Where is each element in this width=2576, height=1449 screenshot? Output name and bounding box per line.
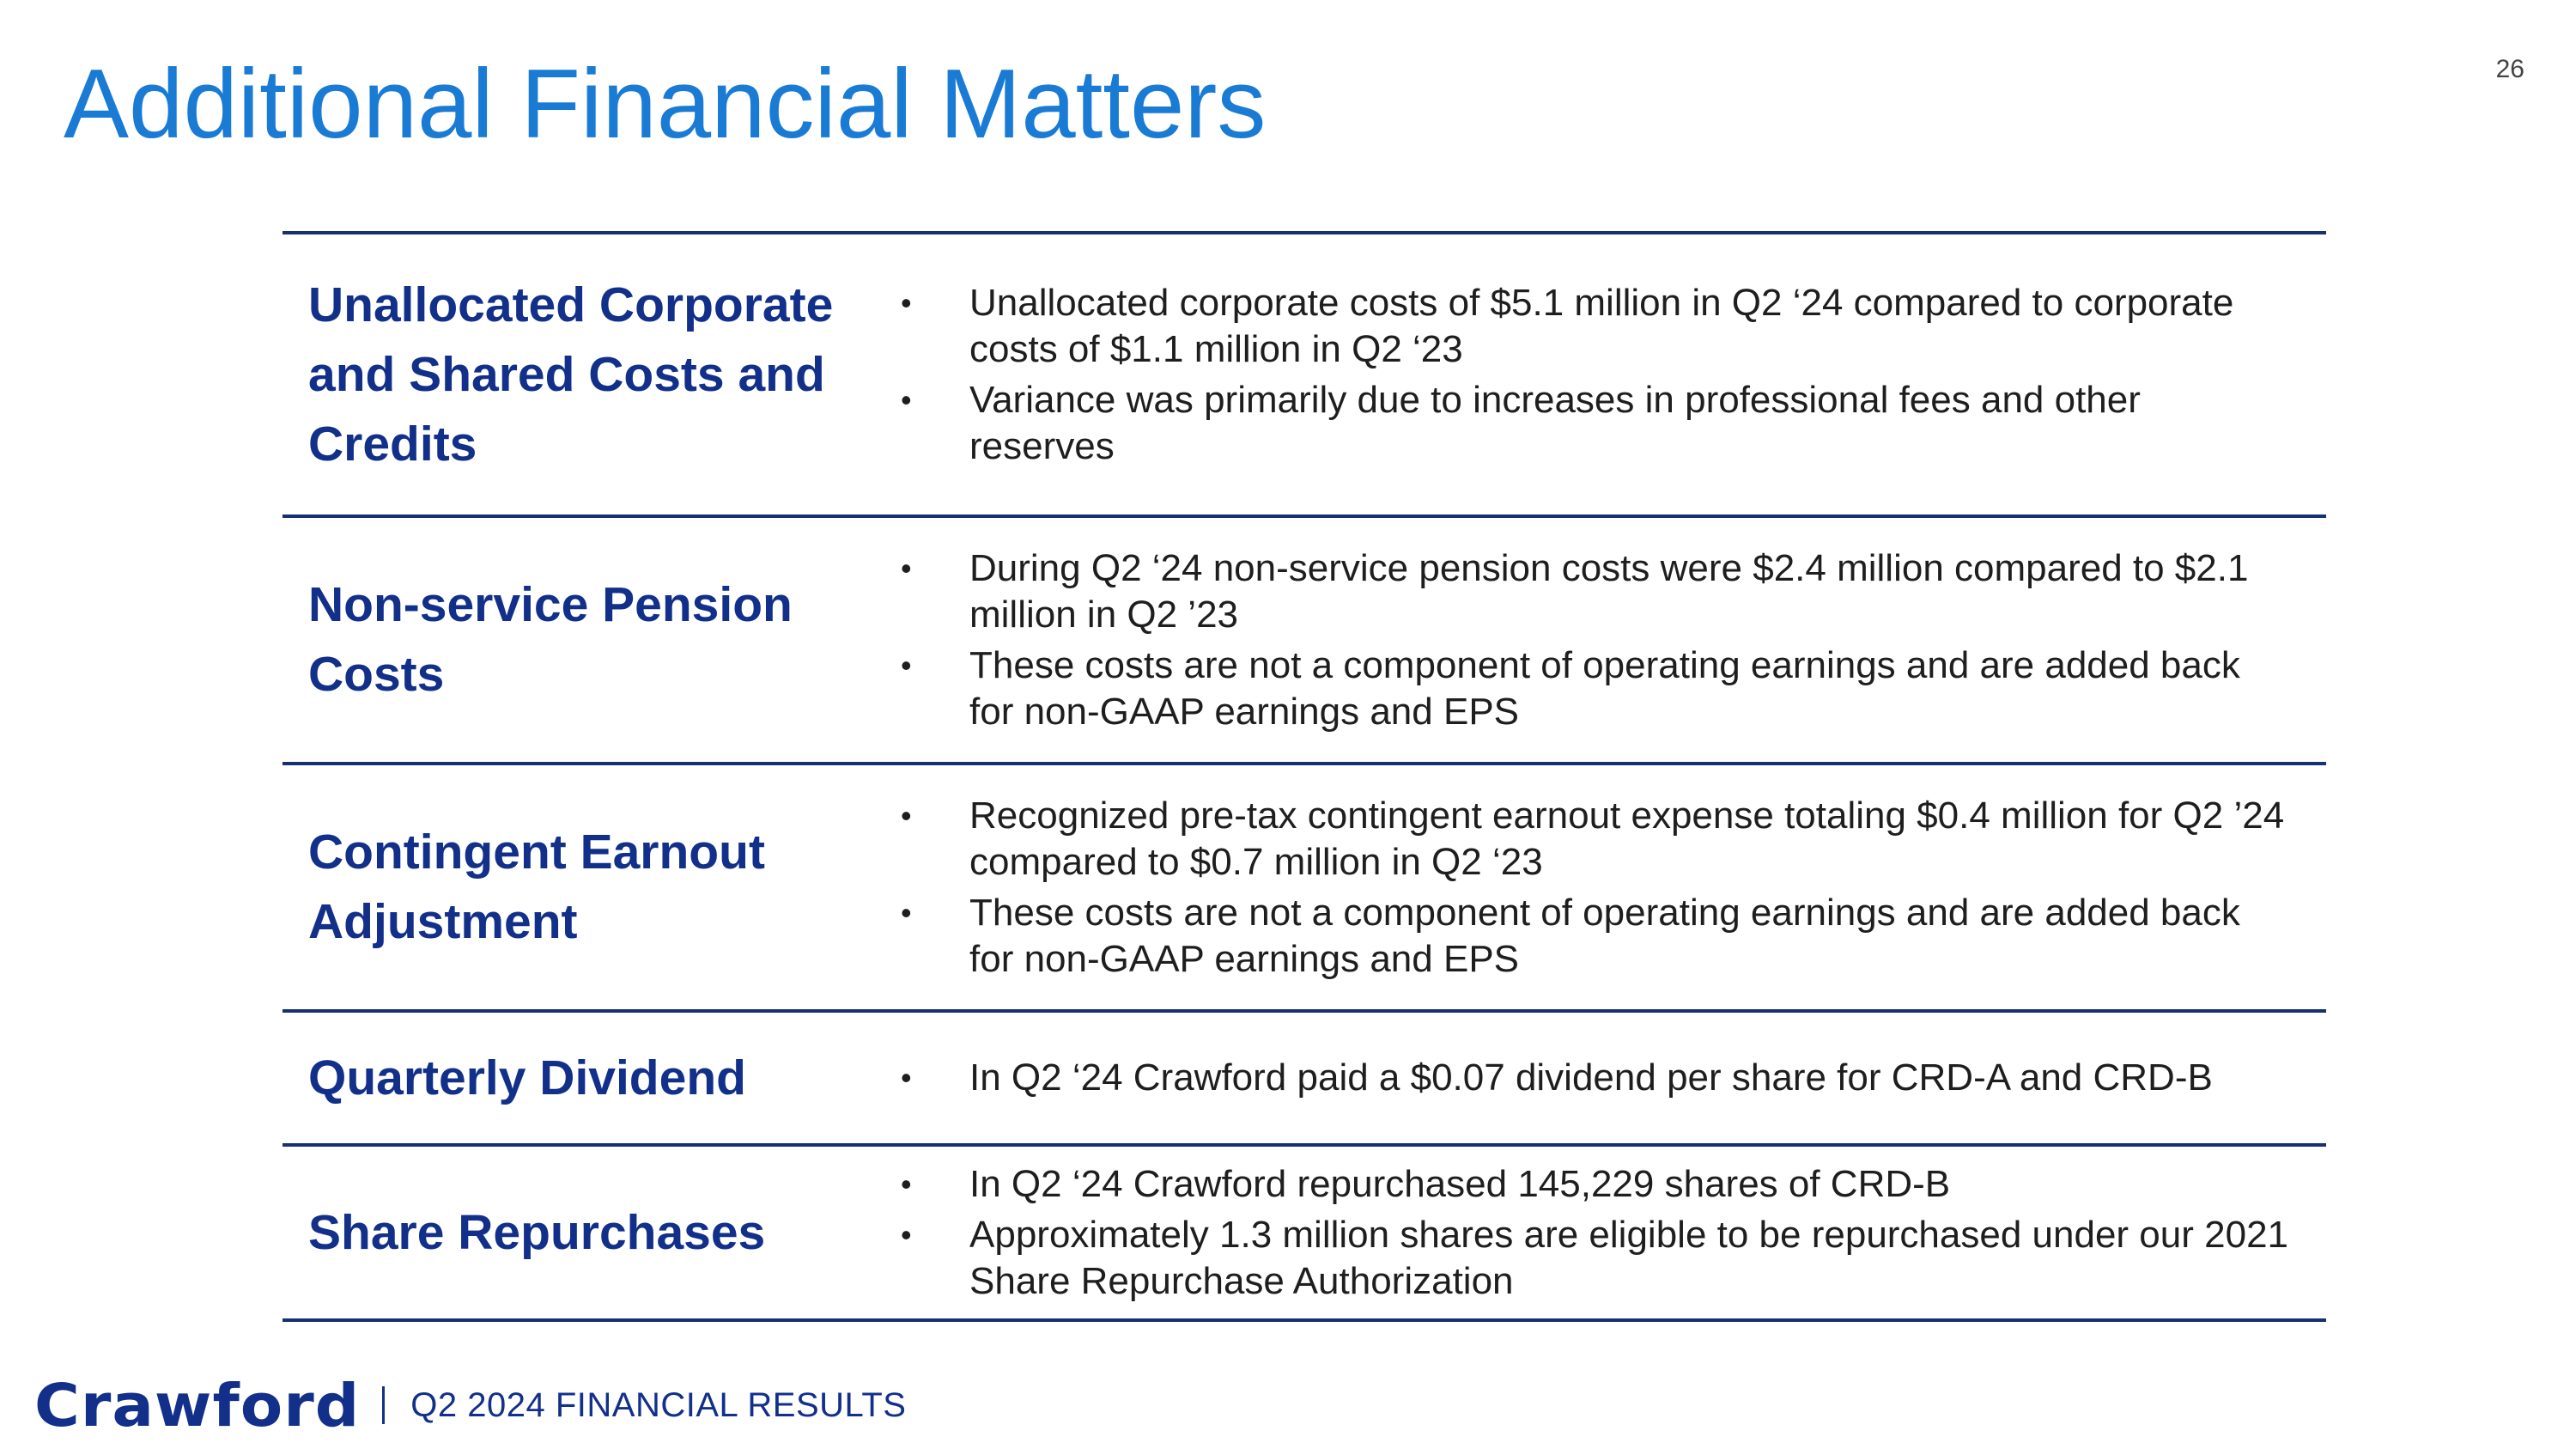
page-number: 26	[2495, 55, 2524, 83]
table-row-earnout-adjustment: Contingent Earnout Adjustment • Recogniz…	[283, 765, 2326, 1013]
table-row-quarterly-dividend: Quarterly Dividend • In Q2 ‘24 Crawford …	[283, 1013, 2326, 1147]
bullet-text: Recognized pre-tax contingent earnout ex…	[969, 794, 2285, 883]
bullet-list: • In Q2 ‘24 Crawford repurchased 145,229…	[887, 1157, 2326, 1309]
bullet-list: • During Q2 ‘24 non-service pension cost…	[887, 541, 2326, 740]
bullet-item: • These costs are not a component of ope…	[887, 642, 2326, 735]
footer: Crawford Q2 2024 FINANCIAL RESULTS	[34, 1374, 906, 1436]
row-label: Quarterly Dividend	[308, 1050, 746, 1105]
bullet-item: • Variance was primarily due to increase…	[887, 377, 2326, 470]
bullet-item: • Recognized pre-tax contingent earnout …	[887, 793, 2326, 886]
bullet-text: These costs are not a component of opera…	[969, 891, 2240, 980]
bullet-icon: •	[901, 647, 912, 683]
bullet-list: • Recognized pre-tax contingent earnout …	[887, 788, 2326, 987]
row-label: Contingent Earnout Adjustment	[308, 825, 765, 949]
footer-divider	[382, 1386, 386, 1424]
row-label: Unallocated Corporate and Shared Costs a…	[308, 277, 834, 472]
table-row-share-repurchases: Share Repurchases • In Q2 ‘24 Crawford r…	[283, 1147, 2326, 1322]
table-row-unallocated-costs: Unallocated Corporate and Shared Costs a…	[283, 234, 2326, 518]
bullet-text: During Q2 ‘24 non-service pension costs …	[969, 546, 2249, 636]
bullet-icon: •	[901, 1060, 912, 1095]
bullet-icon: •	[901, 1166, 912, 1202]
bullet-text: In Q2 ‘24 Crawford paid a $0.07 dividend…	[969, 1056, 2213, 1099]
row-label: Non-service Pension Costs	[308, 577, 793, 702]
bullet-icon: •	[901, 284, 912, 320]
bullet-text: In Q2 ‘24 Crawford repurchased 145,229 s…	[969, 1162, 1951, 1205]
slide-title: Additional Financial Matters	[64, 50, 1267, 159]
financial-matters-table: Unallocated Corporate and Shared Costs a…	[283, 231, 2326, 1322]
bullet-icon: •	[901, 381, 912, 417]
bullet-item: • Unallocated corporate costs of $5.1 mi…	[887, 280, 2326, 373]
bullet-icon: •	[901, 894, 912, 930]
footer-caption: Q2 2024 FINANCIAL RESULTS	[410, 1385, 907, 1424]
bullet-text: These costs are not a component of opera…	[969, 643, 2240, 733]
bullet-item: • In Q2 ‘24 Crawford repurchased 145,229…	[887, 1161, 2326, 1208]
bullet-icon: •	[901, 1216, 912, 1252]
bullet-list: • Unallocated corporate costs of $5.1 mi…	[887, 276, 2326, 474]
bullet-icon: •	[901, 550, 912, 586]
table-row-pension-costs: Non-service Pension Costs • During Q2 ‘2…	[283, 518, 2326, 765]
crawford-logo: Crawford	[34, 1371, 361, 1440]
bullet-text: Unallocated corporate costs of $5.1 mill…	[969, 281, 2234, 370]
bullet-text: Variance was primarily due to increases …	[969, 378, 2141, 467]
bullet-item: • Approximately 1.3 million shares are e…	[887, 1212, 2326, 1305]
bullet-item: • In Q2 ‘24 Crawford paid a $0.07 divide…	[887, 1055, 2326, 1101]
bullet-item: • These costs are not a component of ope…	[887, 890, 2326, 983]
bullet-text: Approximately 1.3 million shares are eli…	[969, 1213, 2289, 1302]
row-label: Share Repurchases	[308, 1204, 766, 1260]
bullet-icon: •	[901, 797, 912, 833]
bullet-list: • In Q2 ‘24 Crawford paid a $0.07 divide…	[887, 1050, 2326, 1105]
bullet-item: • During Q2 ‘24 non-service pension cost…	[887, 545, 2326, 638]
